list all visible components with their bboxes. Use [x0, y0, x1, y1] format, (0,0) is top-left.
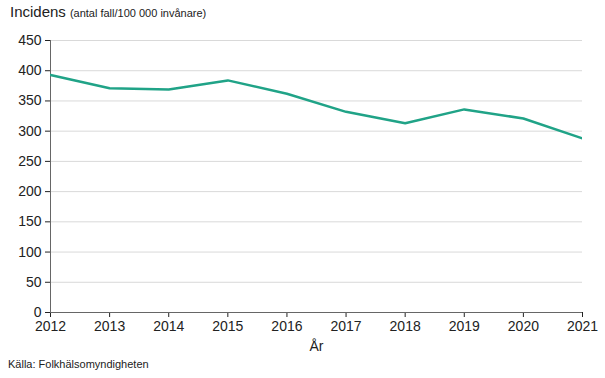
svg-text:350: 350: [18, 92, 42, 108]
svg-text:50: 50: [26, 274, 42, 290]
svg-text:2019: 2019: [449, 318, 480, 334]
svg-text:2020: 2020: [508, 318, 539, 334]
svg-text:150: 150: [18, 213, 42, 229]
html-text:Incidens (antal fall/100 000 i: Incidens (antal fall/100 000 invånare): [10, 3, 207, 20]
svg-text:2021: 2021: [567, 318, 598, 334]
svg-text:2012: 2012: [35, 318, 66, 334]
svg-text:400: 400: [18, 62, 42, 78]
svg-text:2017: 2017: [330, 318, 361, 334]
svg-text:År: År: [310, 338, 324, 353]
svg-text:2018: 2018: [390, 318, 421, 334]
svg-text:2014: 2014: [153, 318, 184, 334]
svg-text:2015: 2015: [212, 318, 243, 334]
svg-text:100: 100: [18, 244, 42, 260]
svg-text:0: 0: [33, 304, 42, 320]
html-text:Källa: Folkhälsomyndigheten: Källa: Folkhälsomyndigheten: [8, 358, 149, 370]
svg-text:2013: 2013: [94, 318, 125, 334]
svg-text:250: 250: [18, 153, 42, 169]
svg-text:2016: 2016: [271, 318, 302, 334]
svg-text:200: 200: [18, 183, 42, 199]
svg-text:450: 450: [18, 32, 42, 48]
svg-text:300: 300: [18, 123, 42, 139]
